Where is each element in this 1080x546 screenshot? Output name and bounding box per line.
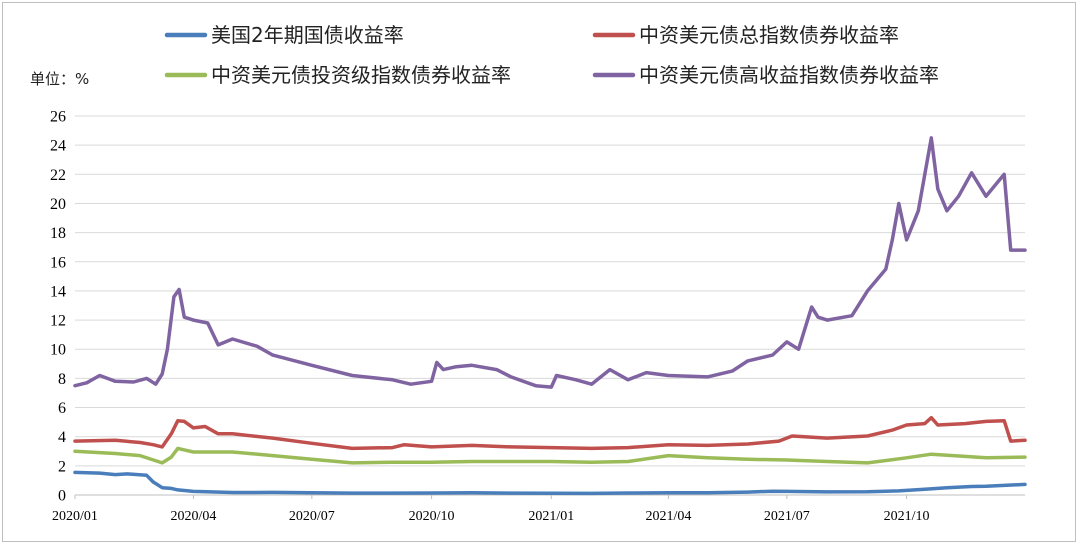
series-line-3: [73, 136, 1027, 389]
gridlines: [75, 115, 1025, 496]
series-line-2: [73, 446, 1027, 465]
x-tick-label: 2020/04: [170, 509, 216, 524]
y-tick-label: 16: [50, 254, 66, 271]
x-tick-label: 2020/01: [52, 509, 98, 524]
x-tick-label: 2021/01: [528, 509, 574, 524]
y-tick-label: 24: [50, 138, 66, 155]
y-tick-label: 14: [50, 283, 66, 300]
y-tick-label: 18: [50, 225, 66, 242]
y-tick-label: 4: [58, 429, 66, 446]
x-tick-label: 2020/10: [409, 509, 455, 524]
legend-label: 美国2年期国债收益率: [211, 23, 404, 47]
y-tick-label: 22: [50, 167, 66, 184]
y-tick-label: 20: [50, 196, 66, 213]
y-tick-label: 2: [58, 458, 66, 475]
y-tick-label: 8: [58, 371, 66, 388]
legend-label: 中资美元债投资级指数债券收益率: [211, 63, 511, 87]
y-tick-label: 12: [50, 313, 66, 330]
x-tick-label: 2021/04: [645, 509, 691, 524]
x-tick-label: 2020/07: [289, 509, 335, 524]
legend-label: 中资美元债总指数债券收益率: [639, 23, 899, 47]
y-tick-label: 26: [50, 109, 66, 126]
x-axis: 2020/01 2020/04 2020/07 2020/10 2021/01 2021/…: [52, 495, 930, 524]
series-line-1: [73, 415, 1027, 451]
unit-label: 单位：%: [30, 70, 89, 88]
legend-label: 中资美元债高收益指数债券收益率: [639, 63, 939, 87]
y-tick-label: 6: [58, 400, 66, 417]
x-tick-label: 2021/10: [884, 509, 930, 524]
y-tick-label: 10: [50, 342, 66, 359]
series-lines: [73, 136, 1027, 496]
y-tick-label: 0: [58, 488, 66, 505]
series-line-0: [73, 470, 1027, 496]
x-tick-label: 2021/07: [764, 509, 810, 524]
